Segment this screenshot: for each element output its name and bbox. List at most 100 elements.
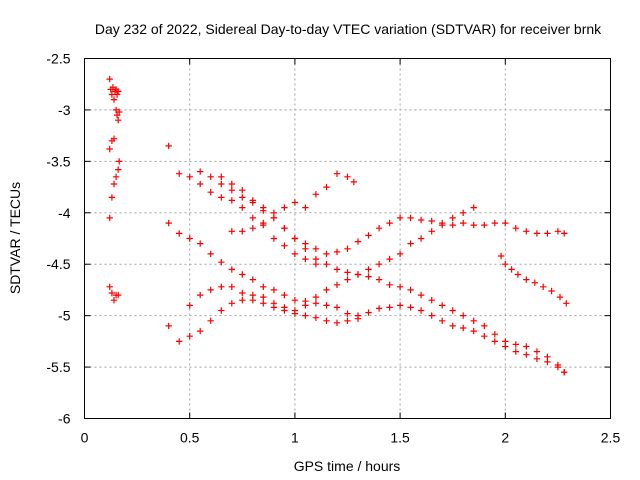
satellite-track-12 — [497, 252, 570, 307]
data-point — [113, 91, 121, 98]
data-point — [207, 250, 214, 258]
data-point — [449, 221, 456, 229]
y-axis-label: SDTVAR / TECUs — [7, 182, 23, 294]
satellite-track-10 — [218, 173, 568, 258]
data-point — [502, 338, 509, 345]
data-points — [106, 75, 570, 376]
data-point — [106, 145, 113, 153]
data-point — [116, 108, 123, 116]
data-point — [302, 312, 309, 319]
data-point — [228, 266, 235, 273]
data-point — [375, 261, 383, 268]
data-point — [218, 283, 225, 290]
data-point — [508, 266, 515, 273]
data-point — [291, 199, 299, 206]
data-point — [460, 209, 467, 216]
data-point — [533, 230, 541, 237]
data-point — [165, 322, 172, 330]
data-point — [481, 322, 488, 330]
data-point — [110, 96, 118, 103]
data-point — [470, 221, 477, 229]
data-point — [323, 286, 330, 294]
data-point — [561, 369, 568, 376]
data-point — [239, 271, 246, 278]
data-point — [491, 331, 498, 338]
data-point — [344, 269, 351, 276]
data-point — [323, 261, 330, 268]
y-tick-label: -4 — [58, 205, 71, 221]
data-point — [449, 322, 456, 330]
data-point — [270, 286, 278, 294]
data-point — [228, 228, 235, 235]
data-point — [561, 230, 568, 237]
data-point — [249, 214, 256, 222]
data-point — [417, 291, 425, 299]
data-point — [365, 309, 372, 316]
data-point — [312, 255, 320, 263]
data-point — [197, 180, 204, 188]
satellite-track-2 — [106, 106, 123, 153]
y-tick-label: -4.5 — [46, 256, 70, 272]
data-point — [312, 245, 320, 252]
data-point — [428, 312, 435, 319]
data-point — [108, 289, 116, 297]
data-point — [249, 276, 256, 283]
data-point — [302, 255, 309, 263]
data-point — [110, 297, 118, 304]
data-point — [523, 276, 530, 283]
data-point — [428, 228, 435, 235]
data-point — [302, 204, 309, 211]
data-point — [228, 300, 235, 307]
data-point — [439, 219, 446, 227]
data-point — [544, 230, 551, 237]
satellite-track-8 — [186, 204, 477, 317]
data-point — [365, 266, 372, 273]
data-point — [312, 314, 320, 321]
data-point — [197, 240, 204, 247]
data-point — [407, 304, 414, 311]
data-point — [407, 214, 414, 222]
data-point — [207, 173, 214, 180]
data-point — [281, 242, 288, 249]
data-point — [106, 75, 113, 83]
data-point — [344, 317, 351, 324]
data-point — [106, 214, 113, 222]
data-point — [523, 228, 530, 235]
data-point — [239, 228, 246, 235]
satellite-track-9 — [197, 168, 568, 376]
data-point — [249, 297, 256, 304]
data-point — [115, 291, 122, 299]
data-point — [291, 310, 299, 317]
data-point — [249, 225, 256, 232]
data-point — [407, 240, 414, 247]
data-point — [228, 283, 235, 290]
data-point — [417, 216, 425, 224]
data-point — [548, 287, 555, 295]
data-point — [386, 219, 393, 227]
satellite-track-5 — [165, 142, 320, 268]
data-point — [281, 225, 288, 232]
y-tick-label: -5 — [58, 308, 71, 324]
data-point — [512, 341, 519, 348]
data-point — [108, 194, 116, 201]
data-point — [281, 291, 288, 299]
satellite-track-7 — [165, 291, 362, 345]
plot-frame — [84, 58, 611, 419]
data-point — [449, 307, 456, 314]
data-point — [354, 315, 362, 322]
data-point — [344, 245, 351, 252]
data-point — [460, 324, 467, 332]
data-point — [106, 283, 113, 290]
data-point — [481, 333, 488, 340]
data-point — [375, 225, 383, 232]
data-point — [197, 291, 204, 299]
data-point — [291, 235, 299, 242]
data-point — [344, 310, 351, 317]
data-point — [491, 219, 498, 227]
data-point — [116, 158, 123, 165]
data-point — [249, 197, 256, 204]
data-point — [115, 166, 122, 173]
satellite-track-3 — [106, 158, 123, 222]
data-point — [428, 217, 435, 225]
data-point — [281, 307, 288, 314]
